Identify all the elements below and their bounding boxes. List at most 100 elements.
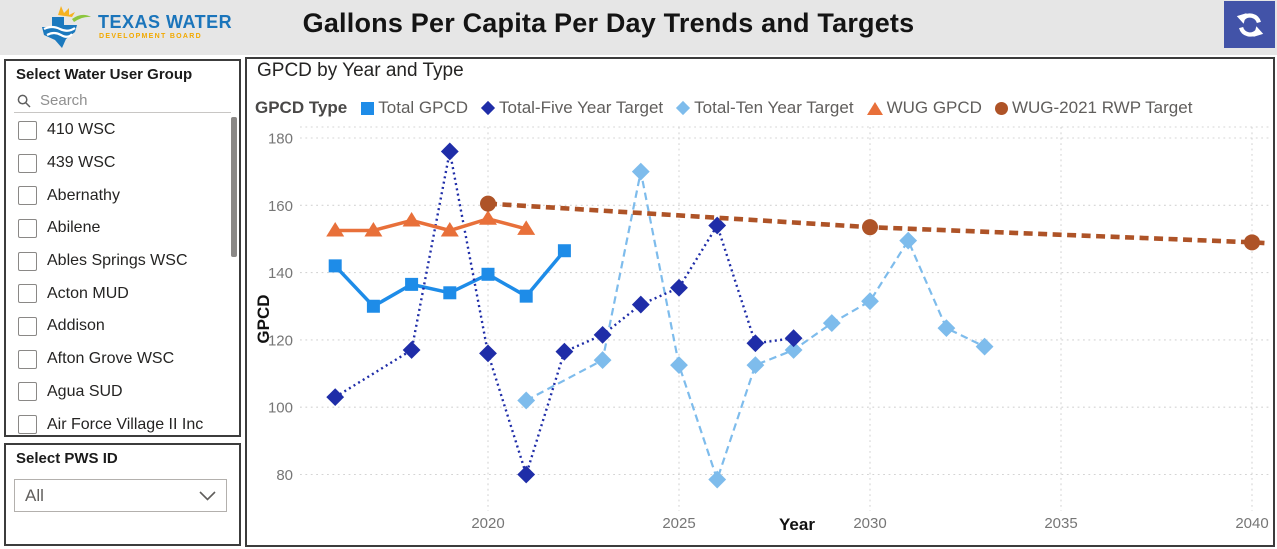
wug-option[interactable]: Abilene: [6, 212, 230, 245]
wug-option[interactable]: Addison: [6, 310, 230, 343]
wug-option-list: 410 WSC 439 WSC Abernathy Abilene Ables Spri…: [6, 114, 230, 435]
triangle-marker[interactable]: [517, 220, 536, 235]
diamond-marker[interactable]: [822, 314, 841, 332]
checkbox-icon[interactable]: [18, 382, 37, 402]
square-marker[interactable]: [443, 286, 457, 300]
page-title: Gallons Per Capita Per Day Trends and Ta…: [302, 8, 915, 38]
square-marker[interactable]: [328, 259, 342, 273]
chevron-down-icon: [199, 490, 216, 501]
series-line: [335, 216, 527, 233]
diamond-marker[interactable]: [670, 356, 688, 375]
diamond-marker[interactable]: [708, 216, 727, 235]
square-marker[interactable]: [481, 267, 495, 281]
diamond-marker[interactable]: [402, 341, 421, 359]
circle-marker[interactable]: [1244, 234, 1260, 251]
diamond-marker[interactable]: [784, 329, 803, 348]
legend-item-label: Total GPCD: [378, 98, 469, 117]
checkbox-icon[interactable]: [18, 251, 37, 271]
wug-option-label: Addison: [47, 317, 105, 335]
square-marker[interactable]: [405, 277, 419, 291]
y-tick-label: 180: [268, 131, 293, 148]
wug-option[interactable]: Agua SUD: [6, 376, 230, 409]
wug-option[interactable]: Air Force Village II Inc: [6, 408, 230, 435]
diamond-marker[interactable]: [746, 334, 765, 353]
diamond-marker[interactable]: [479, 344, 497, 363]
search-input[interactable]: [38, 91, 192, 110]
legend-item[interactable]: Total GPCD: [361, 98, 468, 118]
diamond-marker[interactable]: [555, 342, 574, 361]
pws-slicer: Select PWS ID All: [4, 443, 241, 546]
square-marker[interactable]: [366, 299, 380, 313]
checkbox-icon[interactable]: [18, 186, 37, 206]
logo-sun-icon: [58, 6, 75, 17]
twdb-logo: TEXAS WATER DEVELOPMENT BOARD: [42, 6, 232, 48]
logo-texas-icon: [42, 17, 77, 48]
triangle-legend-icon: [866, 101, 883, 115]
wug-option-label: Air Force Village II Inc: [47, 415, 204, 433]
diamond-marker[interactable]: [517, 391, 536, 410]
diamond-marker[interactable]: [326, 388, 345, 407]
diamond-marker[interactable]: [440, 142, 459, 161]
series-line: [334, 151, 794, 479]
wug-option[interactable]: Acton MUD: [6, 277, 230, 310]
legend-item[interactable]: Total-Five Year Target: [480, 98, 664, 118]
legend-item-label: Total-Ten Year Target: [694, 98, 854, 117]
diamond-marker[interactable]: [899, 231, 918, 250]
wug-option-label: Abernathy: [47, 186, 120, 204]
wug-option[interactable]: Ables Springs WSC: [6, 245, 230, 278]
wug-option[interactable]: 410 WSC: [6, 114, 230, 147]
checkbox-icon[interactable]: [18, 218, 37, 238]
diamond-marker[interactable]: [784, 341, 803, 359]
refresh-button[interactable]: [1224, 1, 1275, 48]
pws-slicer-title: Select PWS ID: [16, 450, 118, 467]
diamond-marker[interactable]: [746, 356, 765, 375]
triangle-marker[interactable]: [326, 222, 345, 237]
x-axis-title: Year: [779, 515, 815, 534]
checkbox-icon[interactable]: [18, 120, 37, 140]
wug-option[interactable]: Abernathy: [6, 179, 230, 212]
wug-option[interactable]: Afton Grove WSC: [6, 343, 230, 376]
checkbox-icon[interactable]: [18, 284, 37, 304]
legend-item-label: Total-Five Year Target: [499, 98, 664, 117]
triangle-marker[interactable]: [440, 222, 459, 237]
gpcd-chart-plot[interactable]: 80 100 120 140 160 180 2020 2025 2030 2035 2040: [247, 59, 1273, 545]
diamond-marker[interactable]: [708, 470, 727, 489]
scrollbar-thumb[interactable]: [231, 117, 237, 257]
circle-marker[interactable]: [862, 219, 878, 236]
diamond-marker[interactable]: [975, 337, 994, 356]
circle-marker[interactable]: [480, 195, 496, 212]
y-tick-label: 140: [268, 265, 293, 282]
triangle-marker[interactable]: [479, 210, 497, 225]
wug-search: [14, 89, 231, 113]
wug-slicer: Select Water User Group 410 WSC 439 WSC Ab…: [4, 59, 241, 437]
wug-option-label: Ables Springs WSC: [47, 252, 188, 270]
legend-item[interactable]: WUG-2021 RWP Target: [994, 98, 1192, 118]
legend-item[interactable]: WUG GPCD: [866, 98, 982, 118]
diamond-marker[interactable]: [670, 278, 688, 297]
wug-option-label: Acton MUD: [47, 284, 129, 302]
x-tick-label: 2025: [662, 515, 695, 532]
square-legend-icon: [361, 101, 375, 115]
checkbox-icon[interactable]: [18, 415, 37, 435]
diamond-marker[interactable]: [631, 295, 650, 314]
triangle-marker[interactable]: [402, 211, 421, 227]
checkbox-icon[interactable]: [18, 316, 37, 336]
square-marker[interactable]: [557, 244, 571, 258]
legend-title: GPCD Type: [255, 98, 348, 117]
wug-option-label: 439 WSC: [47, 154, 116, 172]
diamond-marker[interactable]: [937, 319, 956, 338]
checkbox-icon[interactable]: [18, 349, 37, 369]
diamond-marker[interactable]: [517, 465, 536, 484]
triangle-marker[interactable]: [364, 222, 383, 237]
legend-item[interactable]: Total-Ten Year Target: [676, 98, 854, 118]
square-marker[interactable]: [519, 289, 533, 303]
diamond-marker[interactable]: [593, 325, 612, 344]
diamond-marker[interactable]: [631, 162, 650, 181]
pws-dropdown[interactable]: All: [14, 479, 227, 512]
wug-option[interactable]: 439 WSC: [6, 147, 230, 180]
x-tick-label: 2035: [1044, 515, 1077, 532]
checkbox-icon[interactable]: [18, 153, 37, 173]
diamond-marker[interactable]: [593, 351, 612, 369]
y-tick-label: 160: [268, 198, 293, 215]
diamond-marker[interactable]: [861, 292, 879, 311]
